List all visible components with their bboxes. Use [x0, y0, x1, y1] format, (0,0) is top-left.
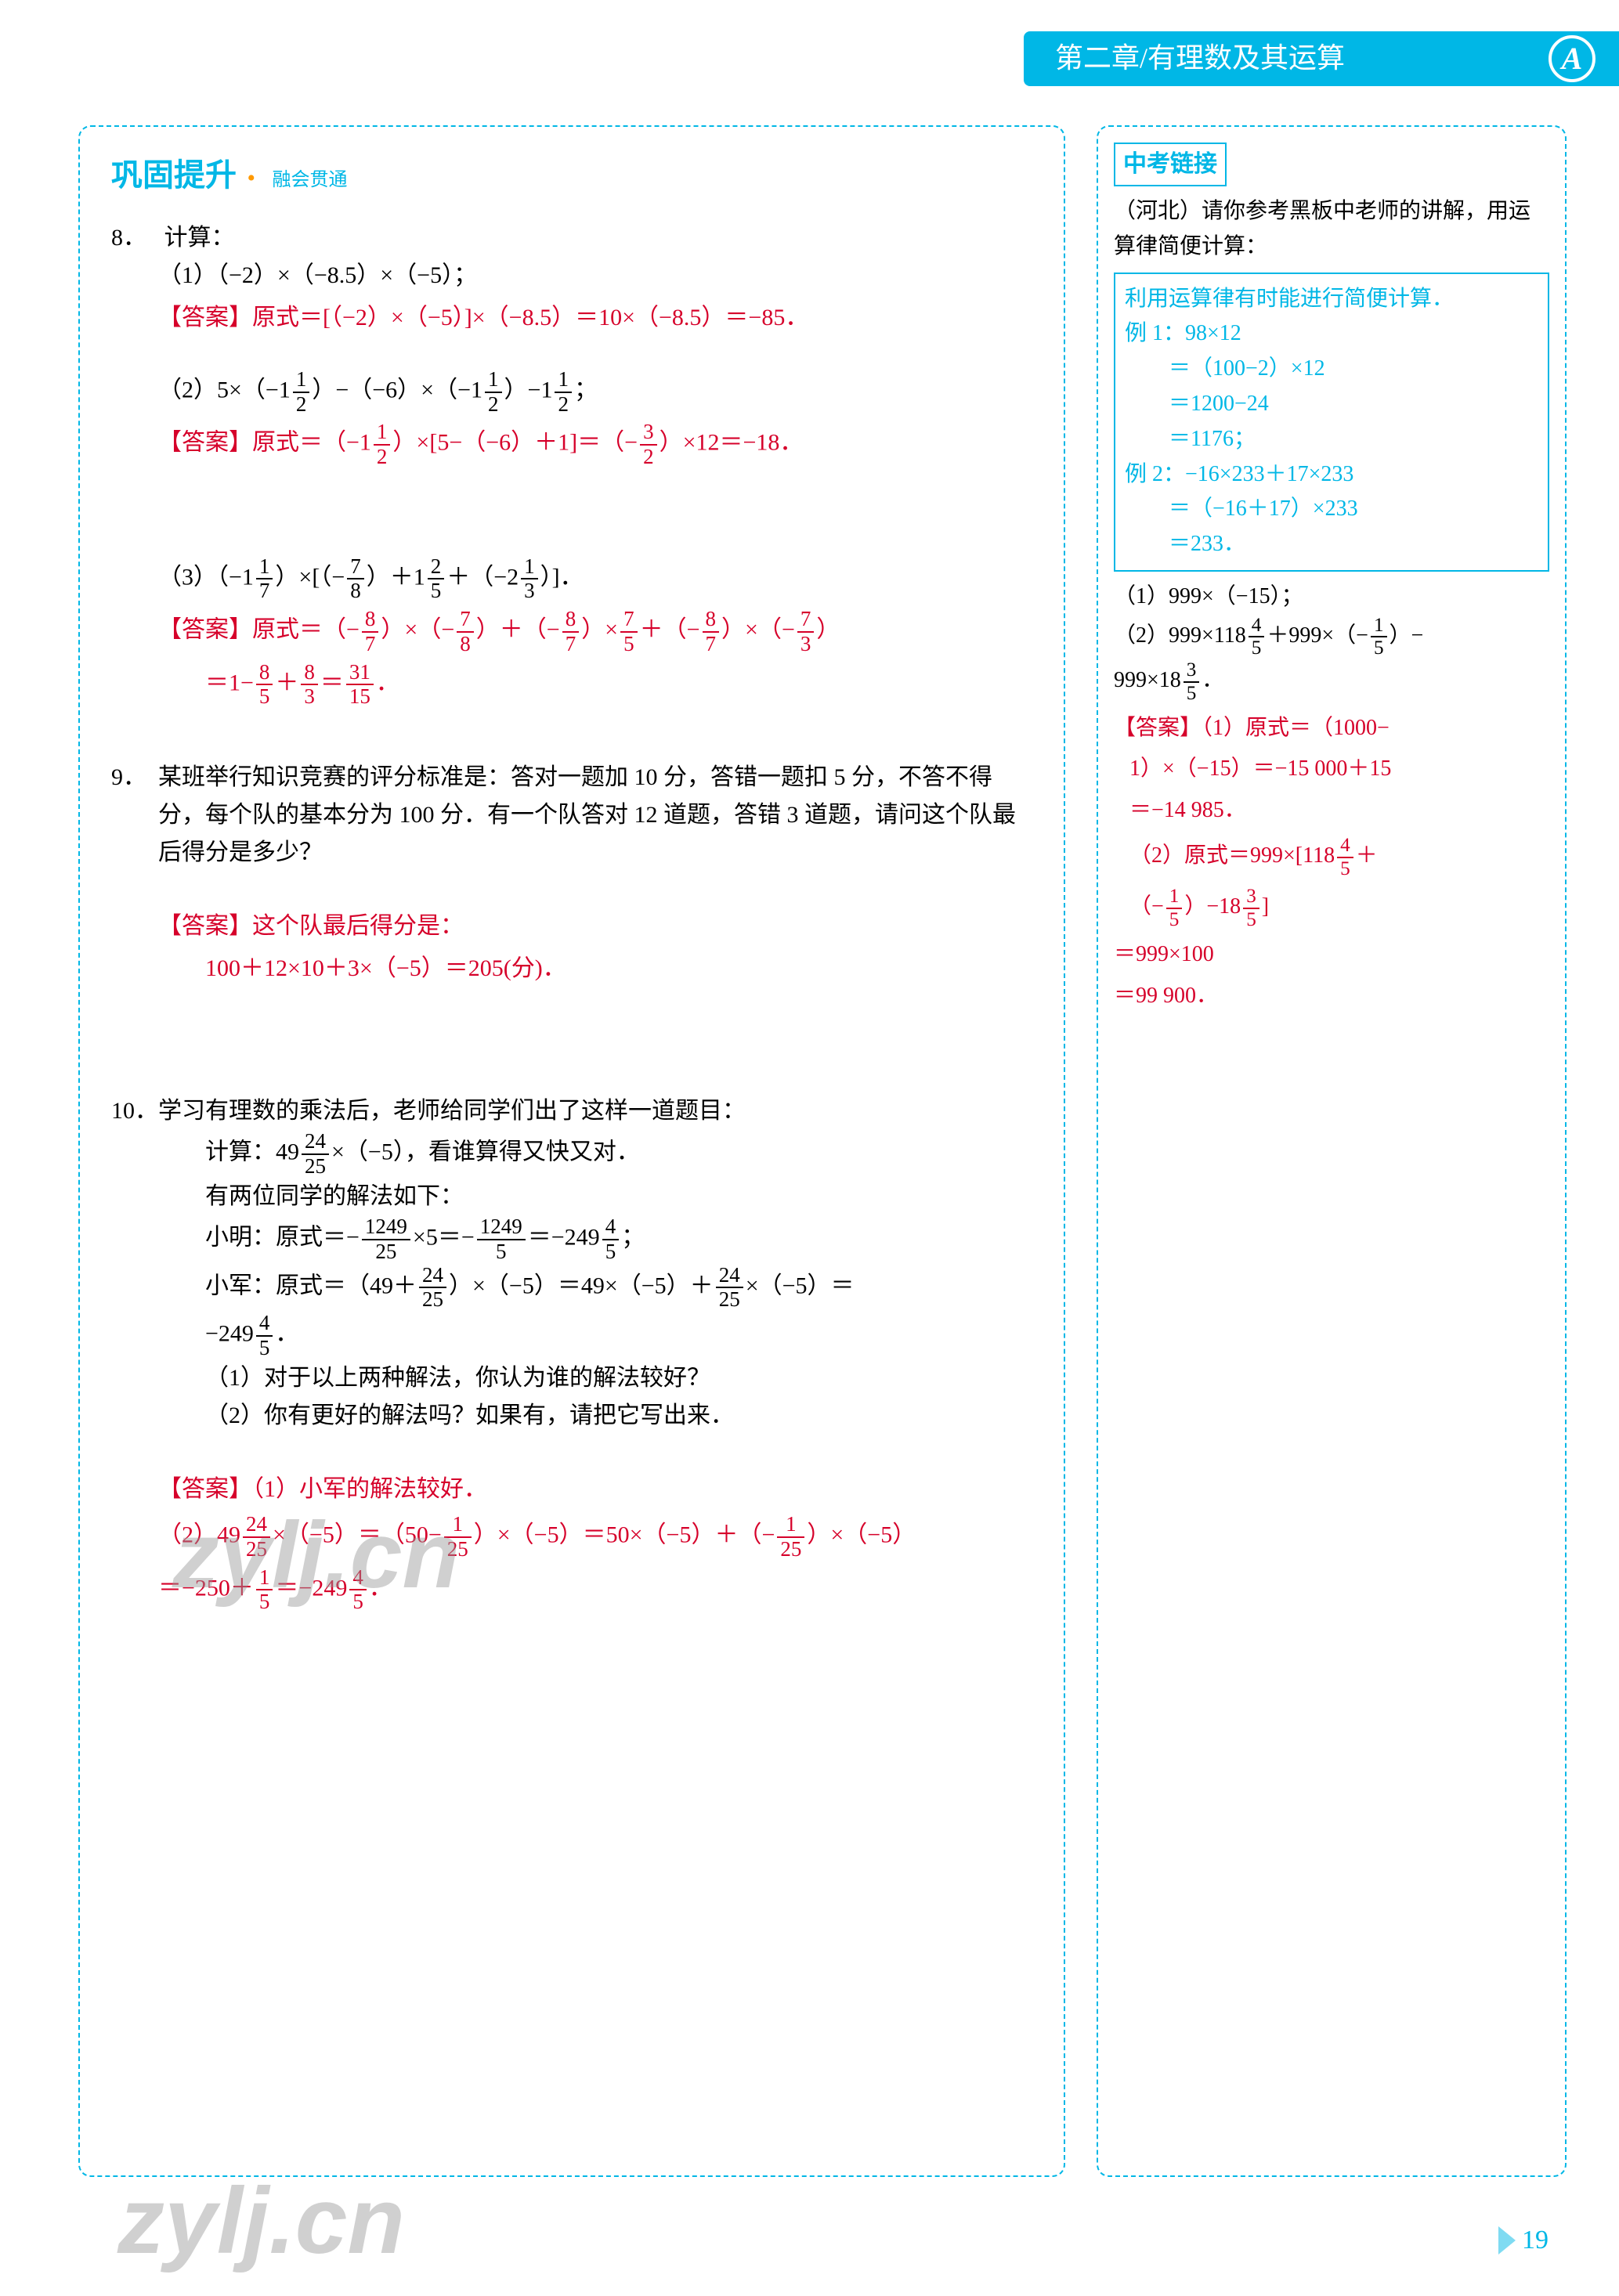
answer-text: （1）原式＝（1000−: [1202, 716, 1390, 740]
q10-line2: 计算：492425×（−5），看谁算得又快又对．: [205, 1130, 1032, 1178]
question-number: 8．: [111, 219, 158, 257]
answer-label: 【答案】: [158, 430, 252, 456]
q10-xiaoming: 小明：原式＝−124925×5＝−12495＝−24945；: [205, 1215, 1032, 1263]
q10-answer2: （2）492425×（−5）＝（50−125）×（−5）＝50×（−5）＋（−1…: [158, 1513, 1032, 1561]
box-line: ＝233．: [1125, 527, 1538, 562]
side-answer: 【答案】（1）原式＝（1000−: [1114, 711, 1549, 746]
q8-part2: （2）5×（−112）−（−6）×（−112）−112；: [158, 368, 1032, 416]
question-number: 10．: [111, 1092, 158, 1130]
chevron-right-icon: [1498, 2226, 1516, 2254]
q10-answer3: ＝−250＋15＝−24945．: [158, 1566, 1032, 1614]
question-stem: 计算：: [164, 225, 235, 251]
question-9: 9．某班举行知识竞赛的评分标准是：答对一题加 10 分，答错一题扣 5 分，不答…: [111, 759, 1032, 872]
side-title: 中考链接: [1114, 143, 1227, 186]
chapter-title: 第二章/有理数及其运算: [1055, 36, 1345, 81]
q8-answer3: 【答案】原式＝（−87）×（−78）＋（−87）×75＋（−87）×（−73）: [158, 608, 1032, 655]
answer-label: 【答案】: [158, 1476, 252, 1502]
box-line: ＝（−16＋17）×233: [1125, 492, 1538, 527]
question-8: 8． 计算：: [111, 219, 1032, 257]
side-q1: （1）999×（−15）；: [1114, 579, 1549, 615]
side-q2-line2: 999×1835．: [1114, 659, 1549, 704]
q8-answer1: 【答案】原式＝[（−2）×（−5）]×（−8.5）＝10×（−8.5）＝−85．: [158, 299, 1032, 337]
q10-answer: 【答案】（1）小军的解法较好．: [158, 1471, 1032, 1508]
side-q2: （2）999×11845＋999×（−15）−: [1114, 615, 1549, 659]
box-line: 例 2：−16×233＋17×233: [1125, 457, 1538, 493]
q10-xiaojun: 小军：原式＝（49＋2425）×（−5）＝49×（−5）＋2425×（−5）＝: [205, 1264, 1032, 1312]
chapter-badge: A: [1549, 35, 1596, 82]
answer-text: 这个队最后得分是：: [252, 913, 464, 939]
side-a2-l2: （−15）−1835]: [1129, 886, 1549, 930]
q9-answer-line2: 100＋12×10＋3×（−5）＝205(分)．: [205, 950, 1032, 987]
section-heading: 巩固提升 • 融会贯通: [111, 150, 1032, 200]
side-a1-l3: ＝−14 985．: [1129, 793, 1549, 829]
page-number: 19: [1498, 2219, 1549, 2262]
bullet-icon: •: [248, 165, 256, 191]
side-column: 中考链接 （河北）请你参考黑板中老师的讲解，用运算律简便计算： 利用运算律有时能…: [1097, 125, 1567, 2177]
question-stem: 某班举行知识竞赛的评分标准是：答对一题加 10 分，答错一题扣 5 分，不答不得…: [158, 759, 1020, 872]
box-line: 例 1：98×12: [1125, 316, 1538, 352]
answer-label: 【答案】: [158, 305, 252, 330]
answer-text: 原式＝[（−2）×（−5）]×（−8.5）＝10×（−8.5）＝−85．: [252, 305, 808, 330]
main-column: 巩固提升 • 融会贯通 8． 计算： （1）（−2）×（−8.5）×（−5）； …: [78, 125, 1065, 2177]
page-number-value: 19: [1522, 2219, 1549, 2262]
side-a2-l4: ＝99 900．: [1114, 979, 1549, 1014]
question-line: 学习有理数的乘法后，老师给同学们出了这样一道题目：: [158, 1092, 1020, 1130]
side-a1-l2: 1）×（−15）＝−15 000＋15: [1129, 752, 1549, 787]
answer-label: 【答案】: [1114, 716, 1202, 740]
section-title: 巩固提升: [111, 150, 237, 200]
answer-label: 【答案】: [158, 913, 252, 939]
answer-text: （1）小军的解法较好．: [252, 1476, 487, 1502]
chapter-header: 第二章/有理数及其运算 A: [1024, 31, 1619, 86]
q9-answer: 【答案】这个队最后得分是：: [158, 908, 1032, 945]
q8-answer2: 【答案】原式＝（−112）×[5−（−6）＋1]＝（−32）×12＝−18．: [158, 421, 1032, 468]
q8-part3: （3）（−117）×[（−78）＋125＋（−213）]．: [158, 555, 1032, 603]
question-10: 10．学习有理数的乘法后，老师给同学们出了这样一道题目：: [111, 1092, 1032, 1130]
side-a2-l3: ＝999×100: [1114, 937, 1549, 973]
q10-sub1: （1）对于以上两种解法，你认为谁的解法较好？: [205, 1359, 1032, 1397]
section-subtitle: 融会贯通: [273, 170, 348, 190]
q10-xiaojun-line2: −24945．: [205, 1312, 1032, 1359]
q8-answer3-line2: ＝1−85＋83＝3115．: [205, 661, 1032, 709]
box-line: ＝1200−24: [1125, 387, 1538, 422]
question-number: 9．: [111, 759, 158, 796]
side-intro: （河北）请你参考黑板中老师的讲解，用运算律简便计算：: [1114, 194, 1549, 265]
blackboard-box: 利用运算律有时能进行简便计算． 例 1：98×12 ＝（100−2）×12 ＝1…: [1114, 273, 1549, 572]
side-a2-l1: （2）原式＝999×[11845＋: [1129, 835, 1549, 879]
box-line: 利用运算律有时能进行简便计算．: [1125, 282, 1538, 317]
box-line: ＝1176；: [1125, 422, 1538, 457]
q10-sub2: （2）你有更好的解法吗？如果有，请把它写出来．: [205, 1397, 1032, 1435]
q8-part1: （1）（−2）×（−8.5）×（−5）；: [158, 257, 1032, 294]
box-line: ＝（100−2）×12: [1125, 352, 1538, 387]
q10-line3: 有两位同学的解法如下：: [205, 1178, 1032, 1215]
answer-label: 【答案】: [158, 617, 252, 643]
